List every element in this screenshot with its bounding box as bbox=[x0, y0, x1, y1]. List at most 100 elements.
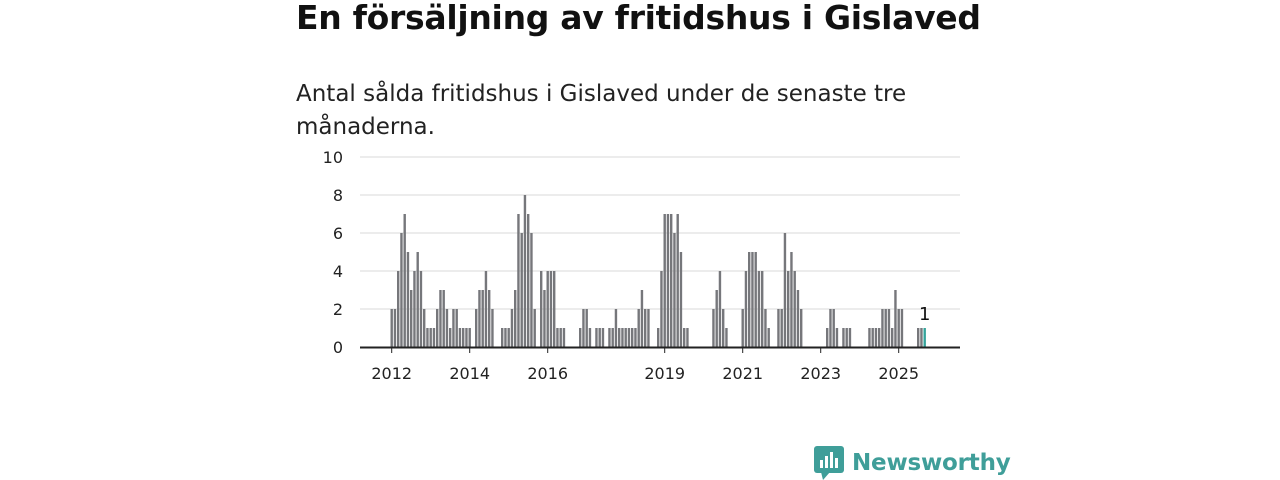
x-axis-labels: 2012 2014 2016 2019 2021 2023 2025 bbox=[371, 364, 919, 383]
bar bbox=[618, 328, 621, 347]
bar bbox=[393, 309, 397, 347]
bar bbox=[627, 328, 631, 347]
bar bbox=[406, 252, 410, 347]
bar bbox=[403, 214, 406, 347]
bar bbox=[501, 328, 504, 347]
bar-highlight bbox=[923, 328, 926, 347]
bar bbox=[751, 252, 754, 347]
bar bbox=[556, 328, 559, 347]
bar bbox=[608, 328, 611, 347]
y-tick-label: 8 bbox=[333, 186, 343, 205]
newsworthy-brand: Newsworthy bbox=[814, 446, 1011, 480]
bar bbox=[790, 252, 793, 347]
bar bbox=[549, 271, 553, 347]
page-title: En försäljning av fritidshus i Gislaved bbox=[296, 0, 981, 37]
bar bbox=[920, 328, 923, 347]
bar bbox=[637, 309, 640, 347]
bar bbox=[510, 309, 514, 347]
bar bbox=[614, 309, 618, 347]
bar bbox=[458, 328, 462, 347]
bar bbox=[621, 328, 624, 347]
bar bbox=[468, 328, 471, 347]
bar bbox=[891, 328, 894, 347]
bar bbox=[585, 309, 588, 347]
bar bbox=[718, 271, 722, 347]
bar bbox=[900, 309, 904, 347]
bar bbox=[445, 309, 449, 347]
bar bbox=[419, 271, 423, 347]
bar bbox=[426, 328, 429, 347]
bar bbox=[429, 328, 432, 347]
bar bbox=[452, 309, 455, 347]
bar bbox=[595, 328, 598, 347]
bar bbox=[588, 328, 592, 347]
bar-chart: 0 2 4 6 8 10 2012 2014 2016 2019 2021 2023 2025 1 bbox=[323, 148, 960, 383]
bar bbox=[481, 290, 484, 347]
x-tick-label: 2012 bbox=[371, 364, 412, 383]
bar bbox=[871, 328, 874, 347]
bar bbox=[881, 309, 884, 347]
bar bbox=[848, 328, 852, 347]
newsworthy-logo-icon bbox=[814, 446, 844, 480]
bar bbox=[796, 290, 800, 347]
bar bbox=[413, 271, 416, 347]
bar bbox=[764, 309, 767, 347]
bar bbox=[484, 271, 488, 347]
bar bbox=[562, 328, 566, 347]
y-tick-label: 6 bbox=[333, 224, 343, 243]
x-axis bbox=[360, 346, 960, 353]
bar bbox=[475, 309, 478, 347]
bar bbox=[478, 290, 481, 347]
bar bbox=[783, 233, 787, 347]
bar bbox=[410, 290, 413, 347]
x-tick-label: 2025 bbox=[878, 364, 919, 383]
bar bbox=[601, 328, 605, 347]
bar bbox=[520, 233, 523, 347]
x-tick-label: 2023 bbox=[800, 364, 841, 383]
bar bbox=[722, 309, 725, 347]
bar bbox=[829, 309, 832, 347]
bar bbox=[741, 309, 744, 347]
bar bbox=[832, 309, 835, 347]
bar bbox=[725, 328, 728, 347]
x-tick-label: 2016 bbox=[527, 364, 568, 383]
bar bbox=[517, 214, 520, 347]
y-axis-labels: 0 2 4 6 8 10 bbox=[323, 148, 343, 357]
bar bbox=[845, 328, 848, 347]
y-tick-label: 2 bbox=[333, 300, 343, 319]
bar bbox=[491, 309, 494, 347]
bar bbox=[884, 309, 887, 347]
chart-annotations: 1 bbox=[919, 304, 930, 325]
bar bbox=[442, 290, 445, 347]
bar bbox=[514, 290, 517, 347]
bar bbox=[917, 328, 920, 347]
y-tick-label: 0 bbox=[333, 338, 343, 357]
bar bbox=[767, 328, 770, 347]
bar bbox=[640, 290, 644, 347]
bar bbox=[663, 214, 666, 347]
bar bbox=[507, 328, 510, 347]
bar bbox=[793, 271, 796, 347]
bar bbox=[777, 309, 780, 347]
bar bbox=[449, 328, 452, 347]
bar bbox=[826, 328, 829, 347]
bar bbox=[455, 309, 458, 347]
bar bbox=[423, 309, 426, 347]
bar bbox=[780, 309, 783, 347]
bar bbox=[543, 290, 546, 347]
y-tick-label: 10 bbox=[323, 148, 343, 167]
bar bbox=[894, 290, 897, 347]
bar bbox=[553, 271, 556, 347]
bar bbox=[527, 214, 530, 347]
bar bbox=[400, 233, 403, 347]
bar bbox=[436, 309, 439, 347]
bar bbox=[666, 214, 670, 347]
bar bbox=[787, 271, 790, 347]
bar bbox=[868, 328, 871, 347]
bar bbox=[644, 309, 647, 347]
bar bbox=[660, 271, 663, 347]
bar bbox=[598, 328, 601, 347]
bar bbox=[465, 328, 468, 347]
bar bbox=[504, 328, 507, 347]
brand-name: Newsworthy bbox=[852, 450, 1011, 476]
